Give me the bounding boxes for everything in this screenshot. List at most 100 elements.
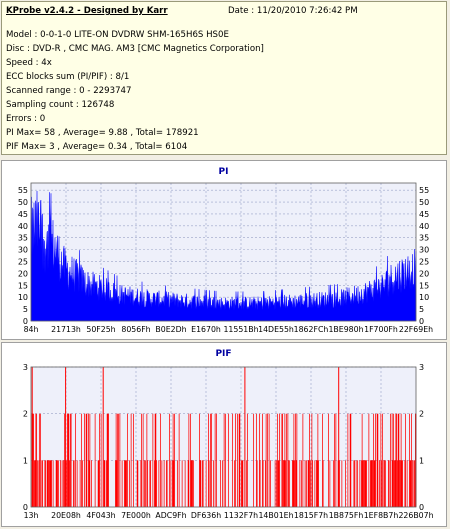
pif-bar: [246, 460, 247, 507]
pif-bar: [75, 413, 76, 507]
pif-bar: [211, 413, 212, 507]
pif-bar: [191, 460, 193, 507]
y-tick-label-right: 50: [419, 198, 429, 207]
x-tick-label: 11551Bh: [223, 325, 258, 334]
pi-series-area: [30, 190, 417, 322]
pif-bar: [394, 460, 395, 507]
pif-bar: [391, 413, 393, 507]
x-tick-label: 7E000h: [121, 511, 151, 520]
y-tick-label-left: 50: [18, 198, 28, 207]
pif-bar: [67, 413, 68, 507]
chart-title: PI: [219, 167, 229, 177]
y-tick-label-right: 45: [419, 210, 429, 219]
x-tick-label: 1BE980h: [328, 325, 363, 334]
pif-bar: [91, 460, 92, 507]
pif-bar: [359, 460, 361, 507]
pif-bar: [390, 413, 391, 507]
pif-bar: [362, 460, 364, 507]
pif-bar: [355, 460, 357, 507]
pif-bar: [335, 413, 337, 507]
pif-bar: [318, 460, 319, 507]
pif-bar: [150, 460, 151, 507]
pif-bar: [163, 460, 165, 507]
pif-bar: [398, 413, 400, 507]
pif-bar: [410, 460, 412, 507]
pif-bar: [67, 413, 69, 507]
pif-bar: [283, 460, 284, 507]
pif-bar: [208, 460, 210, 507]
pif-bar: [274, 460, 276, 507]
pif-bar: [304, 460, 306, 507]
pif-bar: [337, 460, 339, 507]
pif-bar: [214, 413, 216, 507]
pif-bar: [259, 413, 260, 507]
pif-bar: [283, 460, 285, 507]
pif-bar: [127, 413, 128, 507]
pif-bar: [253, 413, 254, 507]
pif-bar: [287, 413, 289, 507]
pif-bar: [69, 460, 70, 507]
pif-bar: [312, 460, 313, 507]
pif-bar: [200, 460, 202, 507]
pif-bar: [373, 460, 375, 507]
pif-bar: [190, 413, 191, 507]
y-tick-label-left: 55: [18, 186, 28, 195]
pif-bar: [377, 413, 379, 507]
pif-bar: [316, 460, 317, 507]
pif-bar: [374, 460, 376, 507]
pif-bar: [115, 460, 116, 507]
pif-bar: [286, 413, 287, 507]
pif-bar: [412, 460, 413, 507]
pif-bar: [42, 460, 43, 507]
pif-bar: [49, 460, 50, 507]
x-tick-label: 13h: [24, 511, 39, 520]
pif-bar: [89, 413, 91, 507]
pif-bar: [276, 460, 277, 507]
pif-bar: [393, 413, 394, 507]
pif-bar: [395, 413, 397, 507]
info-panel: KProbe v2.4.2 - Designed by Karr Date : …: [1, 1, 447, 155]
pif-bar: [328, 413, 329, 507]
y-tick-label-right: 20: [419, 269, 429, 278]
pif-bar: [213, 460, 214, 507]
pif-bar: [170, 460, 172, 507]
pif-bar: [34, 460, 35, 507]
pif-bar: [202, 460, 203, 507]
info-sampling: Sampling count : 126748: [6, 100, 115, 110]
pif-bar: [39, 413, 40, 507]
pif-bar: [149, 460, 151, 507]
pif-bar: [45, 460, 46, 507]
pif-bar: [232, 413, 233, 507]
pif-bar: [116, 460, 118, 507]
pif-bar: [364, 460, 365, 507]
pif-bar: [333, 460, 334, 507]
pif-bar: [222, 460, 223, 507]
pif-bar-peak: [102, 367, 104, 507]
pif-bar: [235, 413, 236, 507]
pif-bar: [270, 460, 271, 507]
pif-bar: [414, 460, 415, 507]
x-tick-label: 22F69Eh: [399, 325, 433, 334]
pif-bar: [350, 413, 352, 507]
pif-bar-peak: [65, 367, 67, 507]
pif-bar: [173, 460, 175, 507]
pif-bar: [317, 413, 319, 507]
info-ecc: ECC blocks sum (PI/PIF) : 8/1: [6, 72, 130, 82]
pif-bar: [322, 413, 323, 507]
y-tick-label-right: 0: [419, 317, 424, 326]
pif-bar: [160, 413, 161, 507]
y-tick-label-right: 15: [419, 281, 429, 290]
info-disc: Disc : DVD-R , CMC MAG. AM3 [CMC Magneti…: [6, 44, 264, 54]
pif-bar: [296, 413, 298, 507]
pif-bar: [259, 460, 261, 507]
pif-bar: [247, 413, 248, 507]
pif-bar: [365, 460, 367, 507]
pif-bar: [241, 460, 243, 507]
pif-bar: [294, 460, 295, 507]
pif-bar: [140, 460, 142, 507]
pif-bar: [88, 413, 89, 507]
pif-bar: [234, 460, 235, 507]
pif-bar: [366, 460, 367, 507]
x-tick-label: 8056Fh: [121, 325, 150, 334]
pif-bar: [349, 413, 351, 507]
